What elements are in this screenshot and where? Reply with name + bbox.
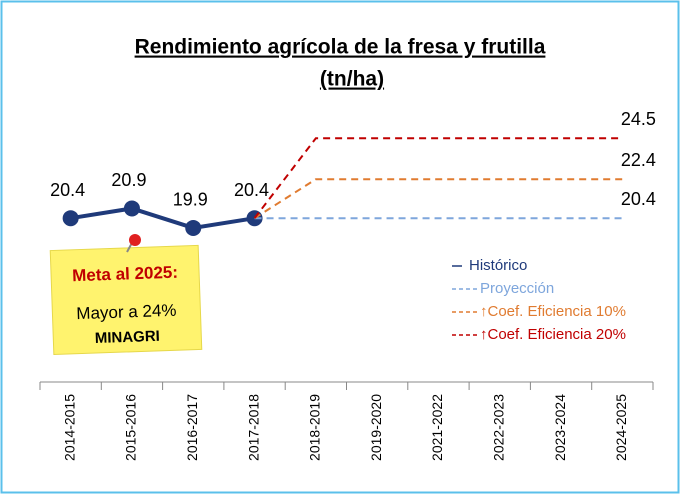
note-text: Mayor a 24% — [76, 301, 177, 323]
data-label: 20.4 — [234, 180, 269, 200]
x-tick-label: 2021-2022 — [429, 394, 445, 461]
point — [185, 219, 202, 236]
point — [123, 200, 140, 217]
legend-label: ↑Coef. Eficiencia 20% — [480, 326, 626, 343]
data-label: 19.9 — [173, 190, 208, 210]
chart-subtitle: (tn/ha) — [320, 68, 384, 91]
series-line — [254, 178, 623, 220]
chart-title: Rendimiento agrícola de la fresa y fruti… — [135, 36, 546, 59]
x-tick-label: 2023-2024 — [552, 394, 568, 461]
legend-label: Proyección — [480, 280, 554, 297]
data-label: 20.9 — [111, 170, 146, 190]
x-tick-label: 2017-2018 — [245, 394, 261, 461]
note-heading: Meta al 2025: — [72, 263, 178, 286]
pin-head — [129, 234, 141, 246]
x-tick-label: 2022-2023 — [490, 394, 506, 461]
data-label: 20.4 — [50, 180, 85, 200]
note-paper — [49, 244, 203, 356]
x-tick-label: 2016-2017 — [184, 394, 200, 461]
legend-label: ↑Coef. Eficiencia 10% — [480, 303, 626, 320]
series-line — [70, 206, 255, 230]
data-label: 22.4 — [621, 150, 656, 170]
legend-label: Histórico — [469, 257, 527, 274]
x-tick-label: 2018-2019 — [307, 394, 323, 461]
point — [62, 210, 79, 227]
data-label: 20.4 — [621, 189, 656, 209]
x-tick-label: 2015-2016 — [123, 394, 139, 461]
note-source: MINAGRI — [95, 328, 161, 347]
x-tick-label: 2024-2025 — [613, 394, 629, 461]
series-line — [253, 137, 623, 219]
data-label: 24.5 — [621, 109, 656, 129]
x-tick-label: 2019-2020 — [368, 394, 384, 461]
x-tick-label: 2014-2015 — [61, 394, 77, 461]
sticky-note: Meta al 2025: Mayor a 24% MINAGRI — [49, 244, 203, 356]
